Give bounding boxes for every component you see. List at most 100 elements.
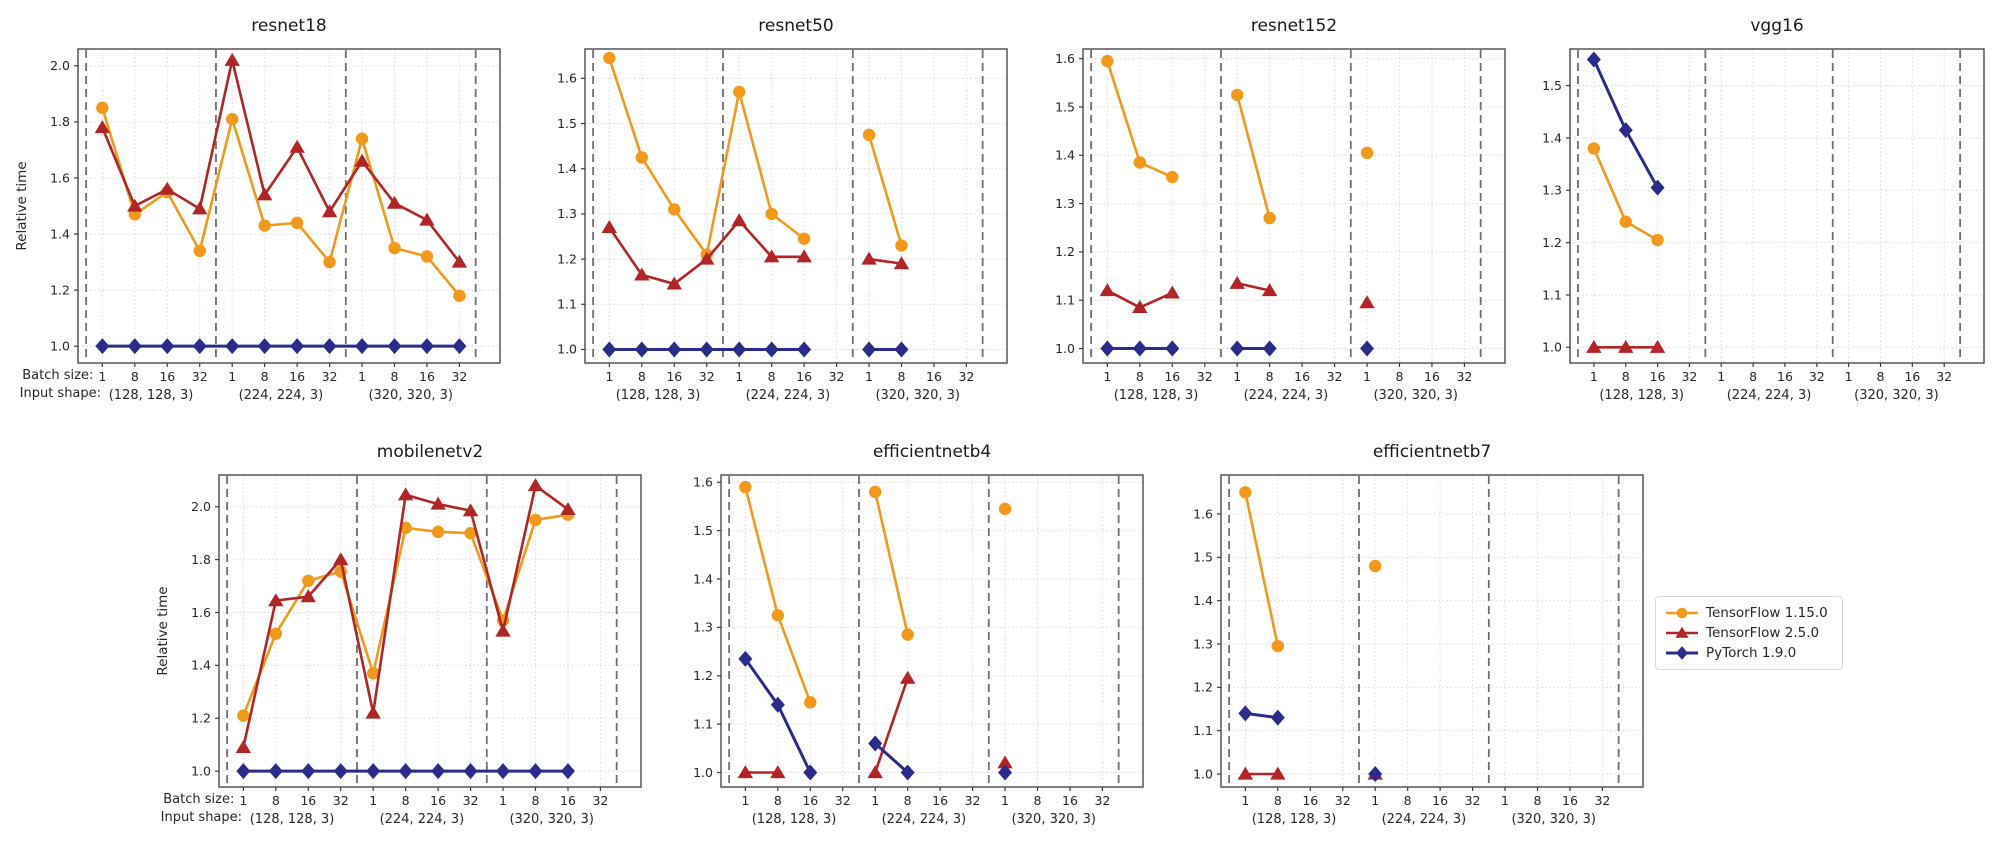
svg-text:(320, 320, 3): (320, 320, 3): [1011, 812, 1096, 827]
svg-text:1.2: 1.2: [693, 668, 713, 683]
svg-text:16: 16: [289, 369, 305, 384]
svg-text:16: 16: [666, 369, 682, 384]
chart-title-resnet152: resnet152: [1250, 16, 1338, 36]
svg-text:16: 16: [1302, 793, 1318, 808]
svg-text:1: 1: [1241, 793, 1249, 808]
svg-text:1.8: 1.8: [191, 552, 211, 567]
svg-text:16: 16: [932, 793, 948, 808]
svg-text:1.6: 1.6: [1193, 506, 1213, 521]
svg-text:1: 1: [735, 369, 743, 384]
subplot-efficientnetb7: 1.0 1.1 1.2 1.3 1.4 1.5 1.6 1 8 16 32 1 8 16 32 1 8 16 32 (…: [1193, 474, 1644, 827]
svg-text:32: 32: [1594, 793, 1610, 808]
svg-text:1: 1: [865, 369, 873, 384]
svg-text:1.1: 1.1: [1542, 287, 1562, 302]
svg-text:8: 8: [391, 369, 399, 384]
svg-text:1: 1: [239, 793, 247, 808]
svg-text:2.0: 2.0: [191, 499, 211, 514]
svg-text:16: 16: [1562, 793, 1578, 808]
svg-text:8: 8: [1877, 369, 1885, 384]
svg-text:1.2: 1.2: [50, 282, 70, 297]
svg-text:(128, 128, 3): (128, 128, 3): [616, 388, 701, 403]
input-shape-prefix-row1: Input shape:: [19, 386, 102, 401]
svg-text:1.0: 1.0: [191, 763, 211, 778]
svg-text:32: 32: [1197, 369, 1213, 384]
svg-text:1.4: 1.4: [1193, 593, 1213, 608]
legend-item-tensorflow-1-15-0: TensorFlow 1.15.0: [1665, 605, 1828, 621]
svg-text:32: 32: [1681, 369, 1697, 384]
svg-text:1.4: 1.4: [693, 571, 713, 586]
svg-text:1: 1: [358, 369, 366, 384]
svg-text:1.8: 1.8: [50, 114, 70, 129]
svg-text:32: 32: [192, 369, 208, 384]
svg-text:8: 8: [402, 793, 410, 808]
svg-text:1.1: 1.1: [1193, 723, 1213, 738]
svg-text:8: 8: [638, 369, 646, 384]
svg-text:1.6: 1.6: [557, 71, 577, 86]
svg-text:1: 1: [871, 793, 879, 808]
subplot-resnet152: 1.0 1.1 1.2 1.3 1.4 1.5 1.6 1 8 16 32 1 8 16 32 1 8 16 32 (…: [1055, 48, 1506, 403]
svg-text:1: 1: [1233, 369, 1241, 384]
svg-text:1: 1: [741, 793, 749, 808]
svg-text:8: 8: [1034, 793, 1042, 808]
svg-text:2.0: 2.0: [50, 58, 70, 73]
svg-text:16: 16: [430, 793, 446, 808]
svg-text:1.3: 1.3: [1055, 196, 1075, 211]
svg-text:(128, 128, 3): (128, 128, 3): [1599, 388, 1684, 403]
svg-text:(320, 320, 3): (320, 320, 3): [1373, 388, 1458, 403]
svg-text:1.0: 1.0: [693, 765, 713, 780]
svg-text:8: 8: [1274, 793, 1282, 808]
svg-text:32: 32: [322, 369, 338, 384]
svg-text:1.0: 1.0: [1542, 340, 1562, 355]
svg-text:8: 8: [774, 793, 782, 808]
svg-text:32: 32: [829, 369, 845, 384]
svg-text:1.2: 1.2: [1542, 235, 1562, 250]
svg-text:32: 32: [835, 793, 851, 808]
svg-text:16: 16: [802, 793, 818, 808]
input-shape-prefix-row2: Input shape:: [160, 810, 243, 825]
chart-title-resnet50: resnet50: [758, 16, 834, 36]
svg-text:1.4: 1.4: [557, 161, 577, 176]
subplot-vgg16: 1.0 1.1 1.2 1.3 1.4 1.5 1 8 16 32 1 8 16 32 1 8 16 32 (128…: [1542, 48, 1985, 403]
legend-marker-pytorch-1-9-0-icon: [1666, 646, 1698, 660]
batch-size-prefix-row1: Batch size:: [22, 368, 94, 383]
svg-text:1.6: 1.6: [693, 475, 713, 490]
svg-text:32: 32: [592, 793, 608, 808]
svg-text:(128, 128, 3): (128, 128, 3): [1252, 812, 1337, 827]
svg-text:1.0: 1.0: [557, 342, 577, 357]
svg-text:1.4: 1.4: [191, 658, 211, 673]
svg-text:(224, 224, 3): (224, 224, 3): [1727, 388, 1812, 403]
svg-text:1.0: 1.0: [1055, 341, 1075, 356]
svg-text:1.6: 1.6: [191, 605, 211, 620]
svg-text:(224, 224, 3): (224, 224, 3): [746, 388, 831, 403]
svg-text:(224, 224, 3): (224, 224, 3): [380, 812, 465, 827]
svg-text:1: 1: [1717, 369, 1725, 384]
svg-text:1.1: 1.1: [557, 297, 577, 312]
svg-text:32: 32: [965, 793, 981, 808]
svg-text:32: 32: [1335, 793, 1351, 808]
svg-text:1: 1: [1103, 369, 1111, 384]
subplot-resnet18: 1.0 1.2 1.4 1.6 1.8 2.0 1 8 16 32 1 8 16 32 1 8 16 32 (128…: [50, 48, 501, 403]
svg-text:32: 32: [1809, 369, 1825, 384]
svg-text:1.4: 1.4: [1055, 148, 1075, 163]
svg-text:1.5: 1.5: [693, 523, 713, 538]
svg-text:1: 1: [228, 369, 236, 384]
svg-text:16: 16: [926, 369, 942, 384]
svg-text:16: 16: [1164, 369, 1180, 384]
svg-text:32: 32: [463, 793, 479, 808]
svg-text:8: 8: [1404, 793, 1412, 808]
svg-text:1.2: 1.2: [1193, 680, 1213, 695]
y-axis-label-row1: Relative time: [14, 161, 30, 251]
legend-label: PyTorch 1.9.0: [1706, 645, 1797, 661]
chart-title-resnet18: resnet18: [251, 16, 327, 36]
legend-marker-tensorflow-2-5-0-icon: [1666, 626, 1698, 638]
svg-text:1.3: 1.3: [693, 620, 713, 635]
svg-text:1: 1: [605, 369, 613, 384]
svg-text:32: 32: [333, 793, 349, 808]
svg-text:1: 1: [1363, 369, 1371, 384]
svg-text:1.5: 1.5: [1542, 78, 1562, 93]
svg-text:1: 1: [1845, 369, 1853, 384]
svg-text:32: 32: [1465, 793, 1481, 808]
legend-marker-tensorflow-1-15-0-icon: [1666, 607, 1698, 619]
subplot-efficientnetb4: 1.0 1.1 1.2 1.3 1.4 1.5 1.6 1 8 16 32 1 8 16 32 1 8 16 32 (…: [693, 474, 1144, 827]
svg-text:32: 32: [1327, 369, 1343, 384]
